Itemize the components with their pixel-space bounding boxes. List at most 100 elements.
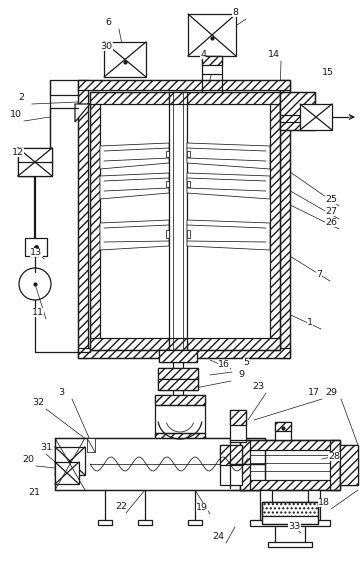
Text: 3: 3 xyxy=(58,388,64,397)
Bar xyxy=(18,148,52,176)
Bar xyxy=(308,490,320,520)
Bar xyxy=(55,462,79,484)
Bar xyxy=(155,395,205,443)
Text: 31: 31 xyxy=(40,443,52,452)
Bar xyxy=(340,445,358,485)
Text: 1: 1 xyxy=(307,318,313,327)
Bar xyxy=(188,14,236,56)
Text: 28: 28 xyxy=(328,452,340,461)
Text: 6: 6 xyxy=(105,18,111,27)
Bar xyxy=(262,502,318,524)
Bar xyxy=(268,542,312,547)
Bar xyxy=(104,42,146,77)
Text: 29: 29 xyxy=(325,388,337,397)
Bar xyxy=(202,56,222,65)
Bar xyxy=(250,520,330,526)
Bar xyxy=(138,520,152,525)
Text: 23: 23 xyxy=(252,382,264,391)
Bar xyxy=(159,350,197,362)
Text: 26: 26 xyxy=(325,218,337,227)
Bar xyxy=(169,92,187,350)
Text: 24: 24 xyxy=(212,532,224,541)
Bar xyxy=(166,181,169,187)
Bar xyxy=(78,80,88,358)
Text: 11: 11 xyxy=(32,308,44,317)
Text: 16: 16 xyxy=(218,360,230,369)
Polygon shape xyxy=(100,220,169,250)
Bar xyxy=(158,368,198,390)
Bar xyxy=(98,520,112,525)
Bar xyxy=(90,92,280,350)
Bar xyxy=(240,480,340,490)
Bar xyxy=(187,230,190,238)
Bar xyxy=(260,490,272,520)
Bar xyxy=(240,440,340,490)
Bar xyxy=(270,92,280,350)
Text: 7: 7 xyxy=(316,270,322,279)
Bar xyxy=(240,440,340,450)
Text: 33: 33 xyxy=(288,522,300,531)
Polygon shape xyxy=(75,104,90,122)
Text: 22: 22 xyxy=(115,502,127,511)
Polygon shape xyxy=(280,104,310,122)
Text: 17: 17 xyxy=(308,388,320,397)
Text: 30: 30 xyxy=(100,42,112,51)
Bar xyxy=(155,433,205,443)
Polygon shape xyxy=(187,173,270,199)
Text: 14: 14 xyxy=(268,50,280,59)
Bar xyxy=(90,92,280,104)
Bar xyxy=(166,230,169,238)
Text: 13: 13 xyxy=(30,248,42,257)
Bar xyxy=(280,80,290,358)
Text: 4: 4 xyxy=(200,50,206,59)
Text: 21: 21 xyxy=(28,488,40,497)
Bar xyxy=(187,151,190,157)
Text: 18: 18 xyxy=(318,498,330,507)
Bar xyxy=(188,520,202,525)
Polygon shape xyxy=(100,173,169,199)
Text: 19: 19 xyxy=(196,503,208,512)
Text: 15: 15 xyxy=(322,68,334,77)
Bar xyxy=(78,348,290,358)
Bar xyxy=(275,422,291,440)
Bar xyxy=(187,181,190,187)
Bar xyxy=(220,445,242,465)
Bar xyxy=(18,148,52,176)
Text: 20: 20 xyxy=(22,455,34,464)
Text: 2: 2 xyxy=(18,93,24,102)
Polygon shape xyxy=(187,220,270,250)
Bar xyxy=(220,445,242,485)
Bar xyxy=(166,151,169,157)
Bar xyxy=(202,56,222,74)
Bar xyxy=(155,395,205,405)
Bar xyxy=(230,410,246,442)
Bar xyxy=(230,410,246,425)
Bar xyxy=(25,238,47,256)
Bar xyxy=(90,338,280,350)
Text: 9: 9 xyxy=(238,370,244,379)
Bar xyxy=(275,422,291,431)
Bar xyxy=(78,80,290,358)
Text: 27: 27 xyxy=(325,207,337,216)
Bar xyxy=(300,104,332,130)
Text: 25: 25 xyxy=(325,195,337,204)
Text: 12: 12 xyxy=(12,148,24,157)
Bar xyxy=(340,445,358,485)
Bar xyxy=(55,447,85,475)
Bar xyxy=(90,92,100,350)
Text: 32: 32 xyxy=(32,398,44,407)
Bar xyxy=(262,502,318,524)
Bar xyxy=(240,440,250,490)
Bar xyxy=(78,80,290,90)
Bar xyxy=(55,438,265,490)
Polygon shape xyxy=(100,143,169,169)
Bar xyxy=(87,438,95,452)
Bar xyxy=(159,350,197,362)
Text: 5: 5 xyxy=(243,358,249,367)
Bar xyxy=(262,502,318,516)
Bar xyxy=(330,440,340,490)
Bar xyxy=(158,379,198,390)
Bar xyxy=(169,338,187,350)
Text: 8: 8 xyxy=(232,8,238,17)
Bar xyxy=(158,368,198,379)
